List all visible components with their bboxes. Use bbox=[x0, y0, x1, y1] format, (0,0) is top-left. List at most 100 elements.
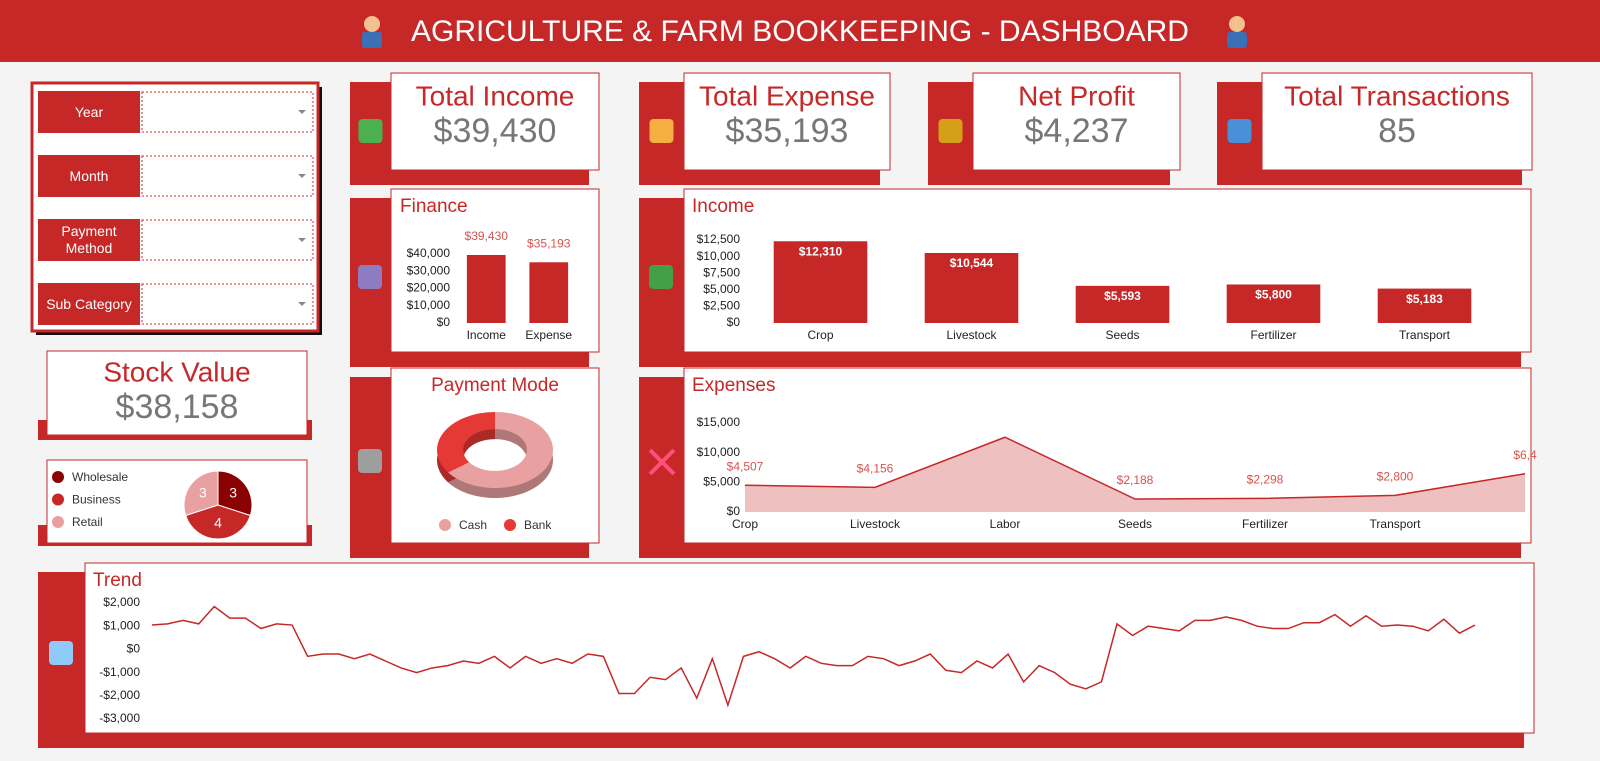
pie-slice bbox=[183, 470, 219, 517]
card-icon bbox=[358, 265, 382, 289]
legend-swatch bbox=[52, 471, 64, 483]
card bbox=[1261, 72, 1533, 171]
chart-title: Payment Mode bbox=[431, 375, 559, 396]
card-icon bbox=[358, 119, 383, 143]
kpi-value: 85 bbox=[1378, 112, 1416, 150]
x-tick-label: Expense bbox=[525, 328, 572, 342]
card-icon bbox=[358, 449, 382, 473]
data-label: $6,4 bbox=[1513, 448, 1537, 462]
legend-label: Cash bbox=[459, 518, 487, 532]
data-label: $39,430 bbox=[465, 229, 509, 243]
card-icon bbox=[649, 119, 674, 143]
chart-title: Finance bbox=[400, 196, 468, 217]
legend-label: Bank bbox=[524, 518, 552, 532]
kpi-label: Total Income bbox=[416, 80, 575, 111]
legend-label: Retail bbox=[72, 515, 103, 529]
data-label: $4,507 bbox=[727, 459, 764, 473]
y-tick-label: $7,500 bbox=[703, 265, 740, 279]
pie-slice bbox=[217, 470, 253, 517]
area bbox=[745, 437, 1525, 512]
pie-label: 3 bbox=[199, 485, 207, 501]
bar bbox=[1377, 288, 1472, 323]
pie-label: 3 bbox=[229, 485, 237, 501]
x-tick-label: Fertilizer bbox=[1250, 328, 1296, 342]
card bbox=[84, 562, 1535, 734]
header-icon bbox=[1227, 32, 1247, 48]
legend-swatch bbox=[52, 516, 64, 528]
bar bbox=[924, 252, 1019, 323]
kpi-value: $4,237 bbox=[1025, 112, 1129, 150]
data-label: $35,193 bbox=[527, 236, 571, 250]
y-tick-label: $10,000 bbox=[697, 445, 741, 459]
x-tick-label: Crop bbox=[732, 517, 758, 531]
data-label: $5,593 bbox=[1104, 289, 1141, 303]
x-tick-label: Crop bbox=[807, 328, 833, 342]
x-tick-label: Labor bbox=[990, 517, 1021, 531]
header-icon bbox=[1229, 16, 1245, 32]
data-label: $4,156 bbox=[857, 462, 894, 476]
data-label: $2,188 bbox=[1117, 473, 1154, 487]
legend-label: Business bbox=[72, 493, 121, 507]
x-tick-label: Seeds bbox=[1105, 328, 1139, 342]
pie-label: 4 bbox=[214, 514, 222, 530]
data-label: $5,183 bbox=[1406, 292, 1443, 306]
data-label: $5,800 bbox=[1255, 288, 1292, 302]
line bbox=[151, 605, 1476, 708]
kpi-label: Net Profit bbox=[1018, 80, 1135, 111]
header-bar bbox=[0, 0, 1600, 62]
pie-slice bbox=[185, 504, 251, 540]
y-tick-label: -$1,000 bbox=[99, 665, 140, 679]
donut-slice bbox=[448, 412, 553, 488]
bar bbox=[1226, 284, 1321, 323]
card bbox=[683, 72, 891, 171]
y-tick-label: $5,000 bbox=[703, 282, 740, 296]
stock-value: $38,158 bbox=[116, 388, 239, 426]
y-tick-label: $0 bbox=[727, 504, 741, 518]
y-tick-label: $0 bbox=[127, 642, 141, 656]
y-tick-label: -$2,000 bbox=[99, 688, 140, 702]
y-tick-label: $0 bbox=[437, 315, 451, 329]
chart-title: Trend bbox=[93, 570, 142, 591]
card bbox=[683, 367, 1532, 544]
data-label: $2,800 bbox=[1377, 470, 1414, 484]
y-tick-label: $10,000 bbox=[407, 298, 451, 312]
card bbox=[46, 350, 308, 436]
stock-label: Stock Value bbox=[103, 356, 250, 387]
filter-label-box bbox=[38, 155, 140, 197]
filter-dropdown bbox=[141, 155, 314, 197]
data-label: $10,544 bbox=[950, 256, 994, 270]
card-icon bbox=[649, 265, 673, 289]
bar bbox=[529, 262, 569, 323]
x-tick-label: Fertilizer bbox=[1242, 517, 1288, 531]
y-tick-label: $5,000 bbox=[703, 475, 740, 489]
x-tick-label: Income bbox=[467, 328, 507, 342]
dropdown-arrow bbox=[298, 174, 306, 178]
filter-dropdown bbox=[141, 91, 314, 133]
dropdown-arrow bbox=[298, 302, 306, 306]
legend-swatch bbox=[52, 493, 64, 506]
card bbox=[46, 459, 308, 544]
card-icon bbox=[1227, 119, 1252, 143]
y-tick-label: $20,000 bbox=[407, 281, 451, 295]
card-icon bbox=[648, 448, 676, 476]
data-label: $12,310 bbox=[799, 244, 843, 258]
x-tick-label: Livestock bbox=[946, 328, 997, 342]
kpi-label: Total Transactions bbox=[1284, 80, 1510, 111]
y-tick-label: $2,500 bbox=[703, 299, 740, 313]
bar bbox=[773, 241, 868, 323]
chart-title: Expenses bbox=[692, 375, 775, 396]
header-icon bbox=[362, 32, 382, 48]
y-tick-label: $30,000 bbox=[407, 263, 451, 277]
y-tick-label: $2,000 bbox=[103, 595, 140, 609]
card bbox=[390, 367, 600, 544]
kpi-label: Total Expense bbox=[699, 80, 875, 111]
x-tick-label: Transport bbox=[1370, 517, 1422, 531]
bar bbox=[1075, 285, 1170, 323]
legend-swatch bbox=[439, 519, 451, 531]
data-label: $2,298 bbox=[1247, 473, 1284, 487]
y-tick-label: $1,000 bbox=[103, 618, 140, 632]
donut-slice bbox=[436, 412, 495, 473]
filter-label-box bbox=[38, 283, 140, 325]
